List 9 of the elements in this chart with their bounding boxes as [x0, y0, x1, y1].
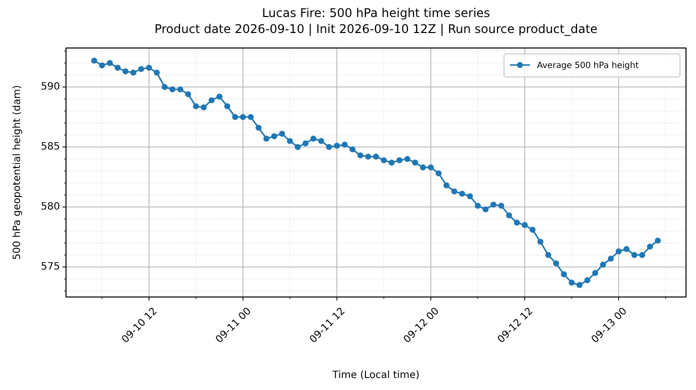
- chart-title: Lucas Fire: 500 hPa height time series: [262, 6, 490, 20]
- chart-subtitle: Product date 2026-09-10 | Init 2026-09-10 12Z | Run source product_date: [154, 22, 598, 36]
- y-tick-label: 575: [40, 262, 60, 272]
- y-tick-label: 590: [40, 82, 60, 92]
- legend-label: Average 500 hPa height: [537, 61, 640, 71]
- y-tick-label: 580: [40, 202, 60, 212]
- y-axis-title: 500 hPa geopotential height (dam): [12, 84, 23, 260]
- y-tick-label: 585: [40, 142, 60, 152]
- x-axis-title: Time (Local time): [331, 370, 420, 381]
